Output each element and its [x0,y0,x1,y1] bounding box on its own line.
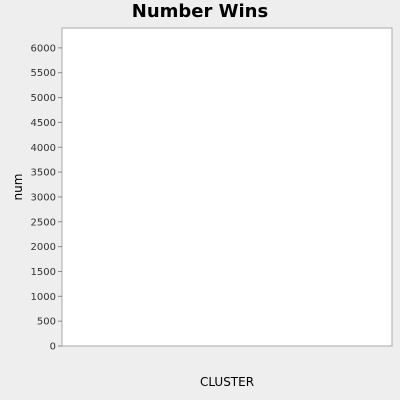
y-tick-label: 0 [50,342,56,353]
y-tick-label: 5000 [31,93,56,104]
y-tick-label: 1000 [31,292,56,303]
y-tick-label: 500 [37,317,56,328]
y-tick-label: 4500 [31,118,56,129]
y-axis-label: num [11,174,25,201]
y-tick-label: 4000 [31,143,56,154]
y-tick-label: 1500 [31,267,56,278]
y-tick-label: 3500 [31,168,56,179]
x-axis-label: CLUSTER [200,375,254,389]
y-tick-label: 2500 [31,217,56,228]
y-tick-label: 2000 [31,242,56,253]
y-tick-label: 6000 [31,43,56,54]
y-axis-ticks: 0 500 1000 1500 2000 2500 3000 3500 4000 4500 5000… [31,43,62,353]
chart-title: Number Wins [131,1,269,22]
plot-area [61,27,393,347]
y-tick-label: 5500 [31,68,56,79]
y-tick-label: 3000 [31,192,56,203]
